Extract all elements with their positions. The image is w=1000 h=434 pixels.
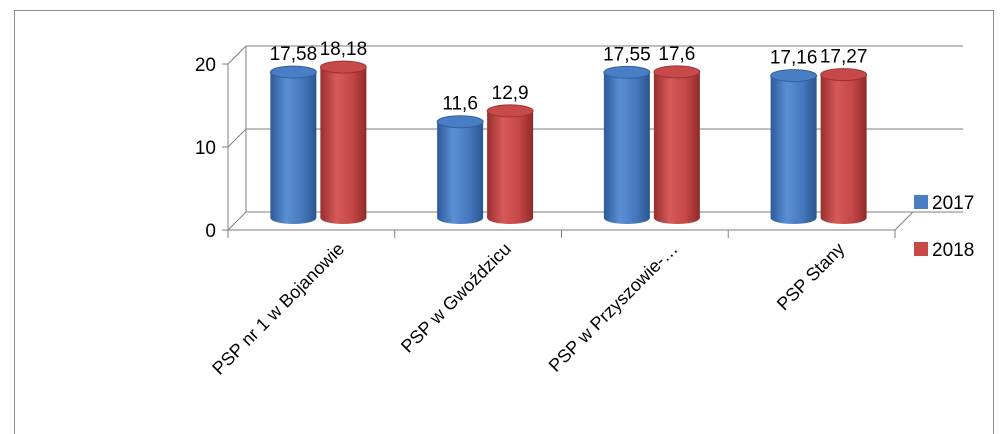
bar-body-2018-1 xyxy=(487,110,534,225)
x-tick-label-1: PSP w Gwoździcu xyxy=(397,239,515,357)
bar-2018-1 xyxy=(486,104,534,225)
bar-top-2018-1 xyxy=(486,104,534,118)
depth-line-2 xyxy=(227,45,247,65)
y-tick-label-0: 0 xyxy=(205,221,216,242)
bar-2017-1 xyxy=(436,115,484,225)
data-label-2017-1: 11,6 xyxy=(442,94,478,115)
x-tick-label-2: PSP w Przyszowie-… xyxy=(545,239,682,376)
x-tick-label-0: PSP nr 1 w Bojanowie xyxy=(208,239,348,379)
bar-2018-3 xyxy=(820,68,868,225)
data-label-2018-1: 12,9 xyxy=(492,83,529,104)
depth-line-0 xyxy=(227,211,247,231)
bar-body-2018-0 xyxy=(320,67,367,225)
bar-2017-3 xyxy=(770,69,818,225)
data-label-2018-2: 17,6 xyxy=(658,44,695,65)
y-tick-label-2: 20 xyxy=(195,55,216,76)
legend-swatch-2018 xyxy=(914,242,928,256)
data-label-2018-3: 17,27 xyxy=(820,47,868,68)
bar-2017-0 xyxy=(269,65,317,225)
bar-2017-2 xyxy=(603,65,651,225)
bar-top-2018-3 xyxy=(820,68,868,82)
bar-top-2017-1 xyxy=(436,115,484,129)
bar-body-2018-3 xyxy=(820,74,867,225)
legend-label-2018: 2018 xyxy=(932,240,974,261)
bar-body-2017-0 xyxy=(270,72,317,225)
bar-body-2017-3 xyxy=(770,75,817,225)
data-label-2017-3: 17,16 xyxy=(770,48,818,69)
bar-body-2017-2 xyxy=(603,72,650,225)
bar-2018-0 xyxy=(319,60,367,225)
bar-top-2017-3 xyxy=(770,69,818,83)
bar-top-2017-0 xyxy=(269,65,317,79)
y-tick-label-1: 10 xyxy=(195,138,216,159)
chart-frame xyxy=(14,10,994,434)
legend-label-2017: 2017 xyxy=(932,193,974,214)
bar-body-2017-1 xyxy=(437,121,484,225)
bar-2018-2 xyxy=(653,65,701,225)
bar-top-2018-2 xyxy=(653,65,701,79)
data-label-2017-2: 17,55 xyxy=(603,44,651,65)
depth-line-1 xyxy=(227,128,247,148)
bar-top-2017-2 xyxy=(603,65,651,79)
legend-swatch-2017 xyxy=(914,195,928,209)
x-tick-label-3: PSP Stany xyxy=(773,239,848,314)
bar-body-2018-2 xyxy=(653,71,700,225)
bar-top-2018-0 xyxy=(319,60,367,74)
data-label-2017-0: 17,58 xyxy=(270,44,318,65)
floor-right-edge xyxy=(894,211,914,231)
data-label-2018-0: 18,18 xyxy=(320,39,368,60)
